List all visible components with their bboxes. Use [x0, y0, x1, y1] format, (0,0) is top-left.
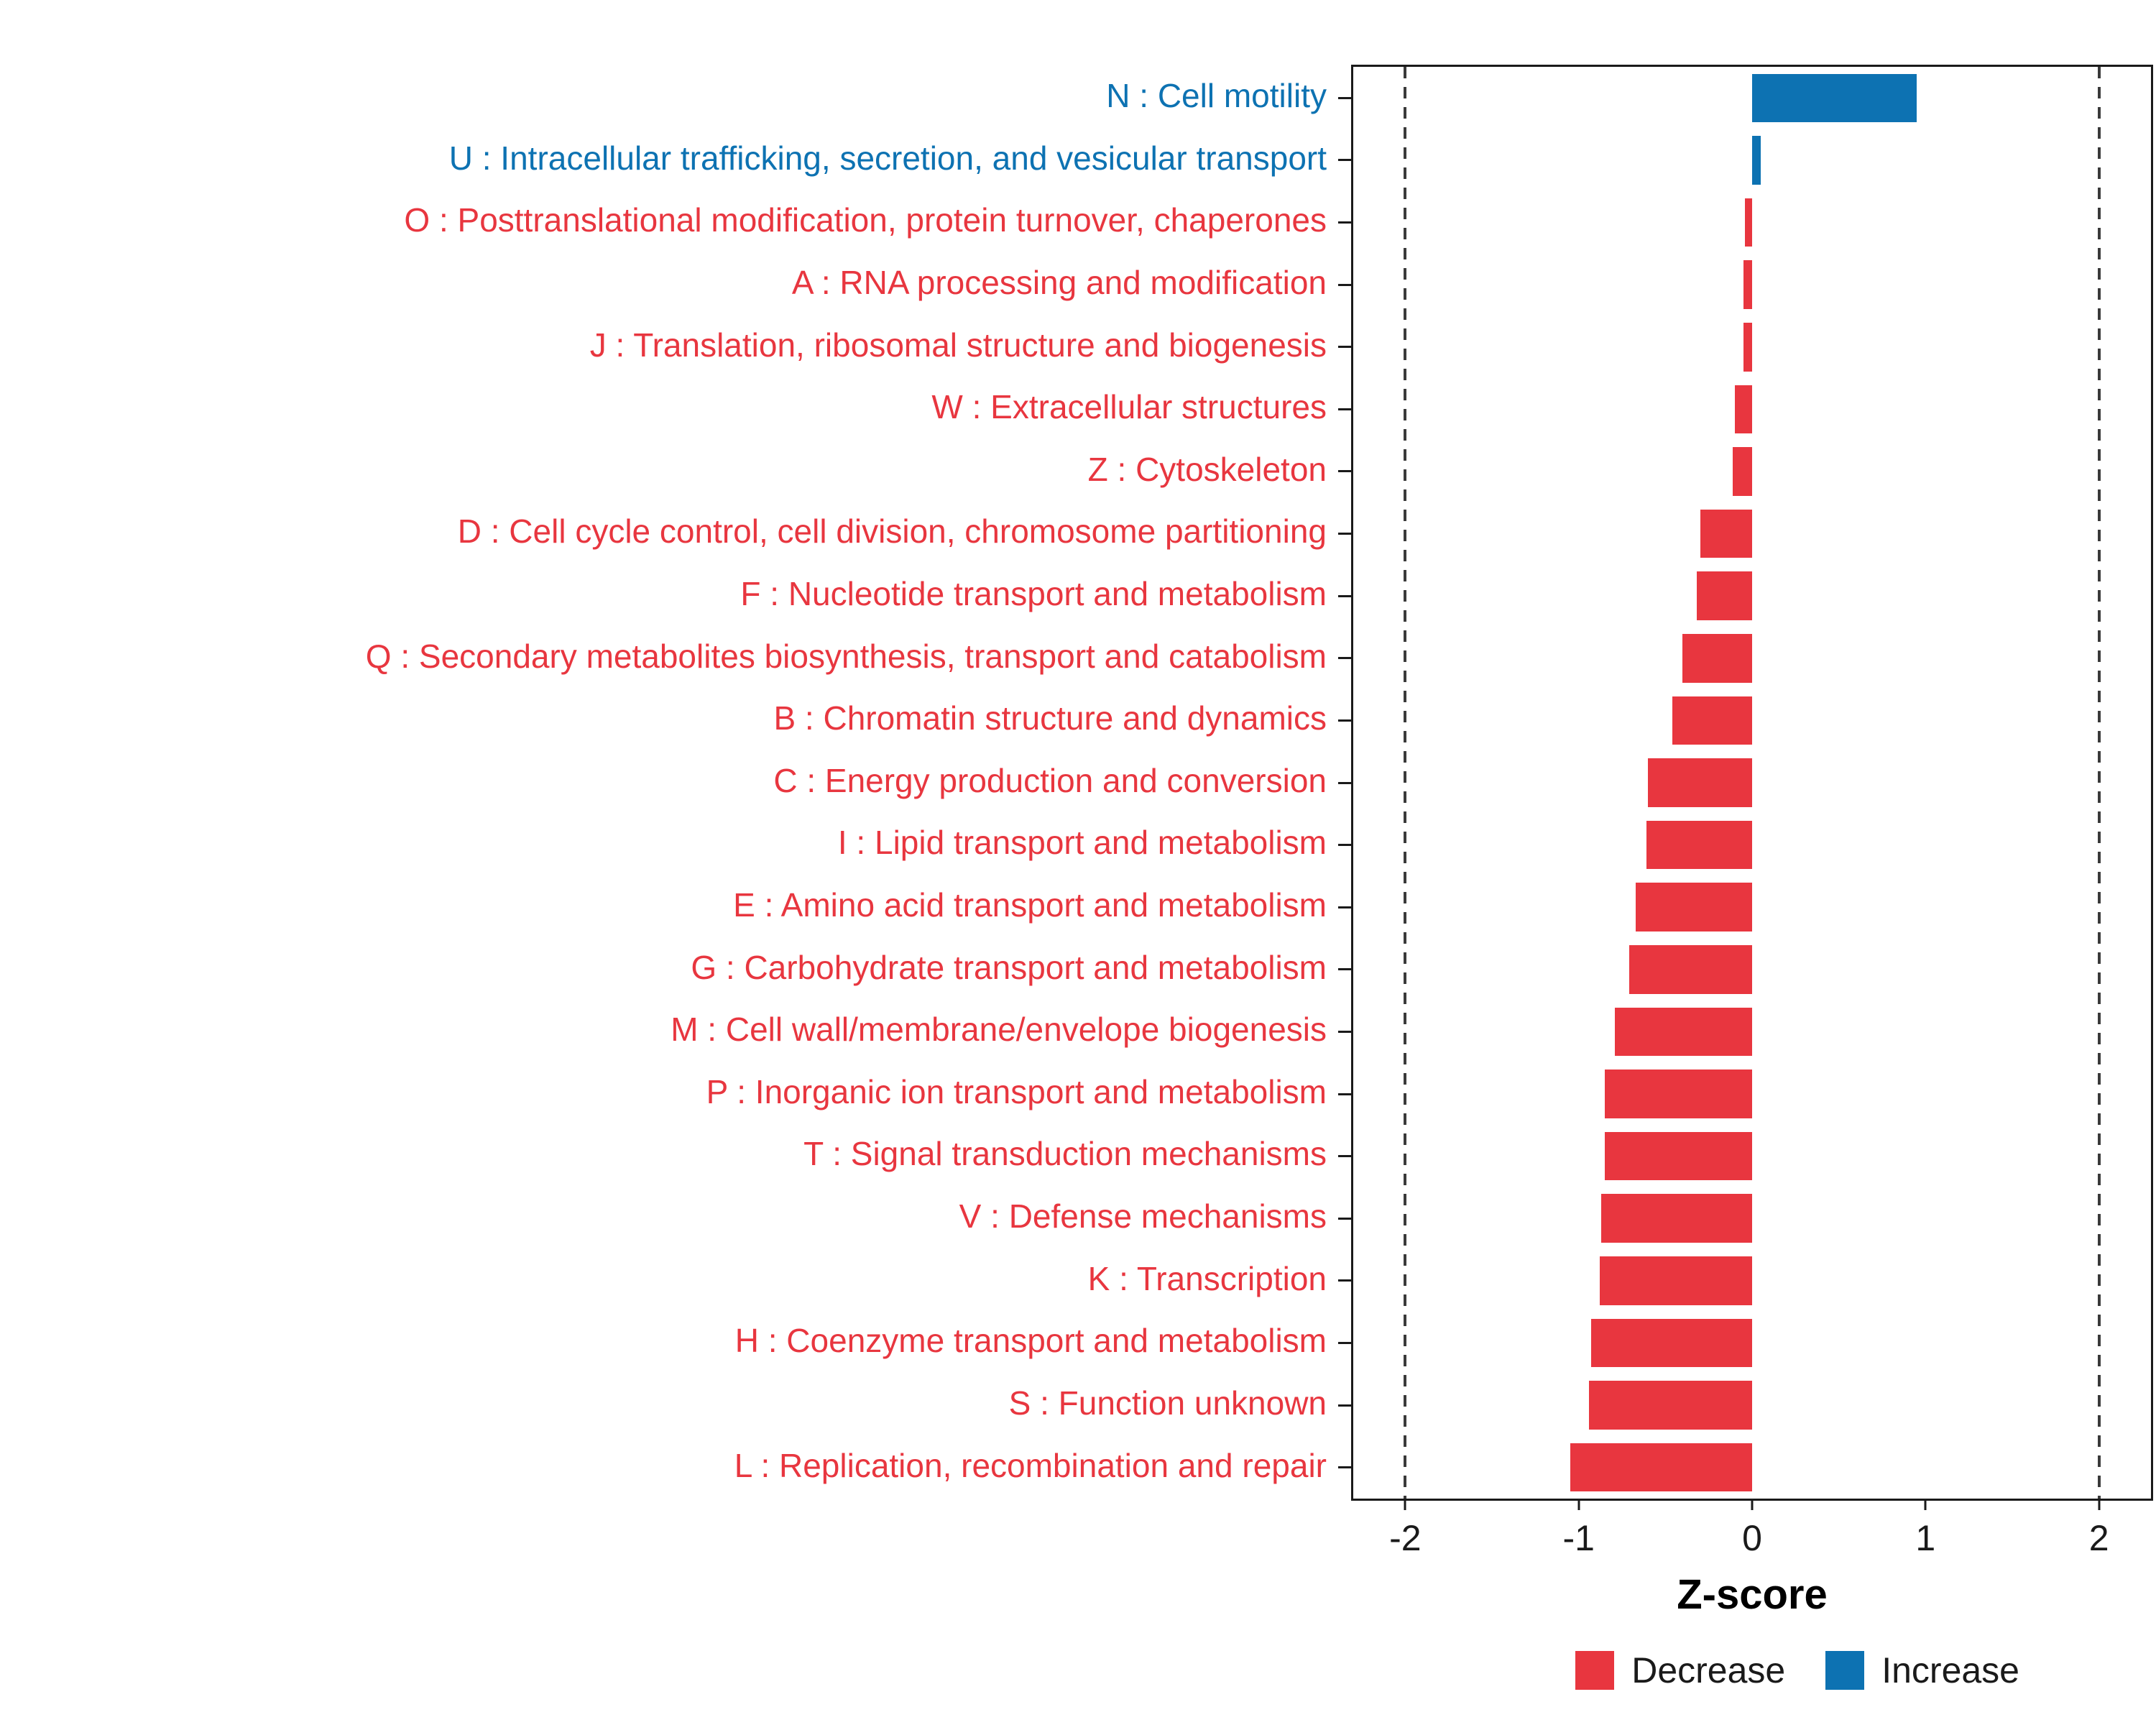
y-axis-tick [1338, 1030, 1351, 1033]
bar-a [1743, 260, 1752, 309]
category-label-i: I : Lipid transport and metabolism [837, 824, 1327, 862]
y-axis-tick [1338, 1404, 1351, 1407]
y-axis-tick [1338, 844, 1351, 847]
category-label-j: J : Translation, ribosomal structure and… [589, 326, 1327, 364]
category-label-b: B : Chromatin structure and dynamics [773, 699, 1327, 737]
bar-v [1601, 1194, 1752, 1243]
y-axis-tick [1338, 470, 1351, 473]
category-label-w: W : Extracellular structures [931, 388, 1327, 426]
x-axis-tick [2098, 1499, 2101, 1510]
category-label-p: P : Inorganic ion transport and metaboli… [706, 1072, 1327, 1110]
bar-i [1646, 820, 1752, 870]
category-label-d: D : Cell cycle control, cell division, c… [457, 512, 1327, 551]
category-label-n: N : Cell motility [1106, 77, 1327, 115]
bar-w [1734, 385, 1752, 434]
x-axis-tick [1577, 1499, 1580, 1510]
y-axis-tick [1338, 533, 1351, 535]
x-axis-tick [1924, 1499, 1927, 1510]
increase-legend-swatch [1825, 1651, 1865, 1690]
bar-l [1570, 1443, 1752, 1492]
x-axis-tick-label: -1 [1562, 1518, 1595, 1558]
category-label-t: T : Signal transduction mechanisms [803, 1135, 1327, 1173]
bar-z [1733, 447, 1752, 496]
category-label-s: S : Function unknown [1008, 1384, 1327, 1422]
category-label-k: K : Transcription [1087, 1259, 1327, 1297]
category-label-u: U : Intracellular trafficking, secretion… [448, 139, 1327, 177]
y-axis-tick [1338, 1466, 1351, 1469]
bar-d [1700, 509, 1752, 558]
bar-e [1636, 883, 1752, 932]
x-axis-tick-label: -2 [1389, 1518, 1422, 1558]
x-axis-tick [1751, 1499, 1754, 1510]
bar-o [1745, 198, 1752, 247]
y-axis-tick [1338, 781, 1351, 784]
category-label-v: V : Defense mechanisms [959, 1197, 1327, 1236]
y-axis-tick [1338, 1279, 1351, 1282]
bar-n [1752, 73, 1917, 123]
legend-item-increase: Increase [1825, 1650, 2019, 1691]
category-label-z: Z : Cytoskeleton [1087, 450, 1327, 488]
bar-p [1604, 1070, 1752, 1118]
category-label-o: O : Posttranslational modification, prot… [404, 201, 1327, 239]
bar-m [1615, 1007, 1752, 1057]
bar-g [1628, 945, 1752, 994]
category-label-q: Q : Secondary metabolites biosynthesis, … [365, 637, 1327, 675]
y-axis-tick [1338, 1217, 1351, 1220]
y-axis-tick [1338, 719, 1351, 722]
bar-k [1599, 1256, 1752, 1305]
y-axis-tick [1338, 657, 1351, 660]
reference-line-2 [2097, 67, 2101, 1499]
y-axis-tick [1338, 968, 1351, 971]
x-axis-tick-label: 2 [2088, 1518, 2109, 1558]
legend-item-decrease: Decrease [1575, 1650, 1785, 1691]
category-label-m: M : Cell wall/membrane/envelope biogenes… [671, 1011, 1327, 1049]
category-label-c: C : Energy production and conversion [773, 761, 1327, 799]
bar-c [1648, 758, 1752, 807]
bar-b [1672, 696, 1752, 745]
y-axis-labels: N : Cell motility U : Intracellular traff… [0, 65, 1327, 1501]
bar-h [1590, 1318, 1752, 1368]
y-axis-tick [1338, 1155, 1351, 1158]
bar-f [1696, 571, 1752, 620]
decrease-legend-swatch [1575, 1651, 1615, 1690]
y-axis-tick [1338, 408, 1351, 410]
y-axis-tick [1338, 96, 1351, 99]
category-label-h: H : Coenzyme transport and metabolism [734, 1322, 1327, 1360]
category-label-a: A : RNA processing and modification [791, 263, 1327, 301]
reference-line--2 [1404, 67, 1407, 1499]
bar-u [1752, 136, 1761, 185]
x-axis-tick-label: 1 [1915, 1518, 1936, 1558]
y-axis-tick [1338, 1341, 1351, 1344]
y-axis-tick [1338, 594, 1351, 597]
x-axis-title: Z-score [1677, 1571, 1828, 1618]
legend-label-increase: Increase [1881, 1650, 2019, 1690]
bar-j [1743, 322, 1752, 372]
y-axis-tick [1338, 283, 1351, 286]
bar-s [1589, 1381, 1752, 1430]
category-label-g: G : Carbohydrate transport and metabolis… [691, 948, 1327, 986]
legend-label-decrease: Decrease [1631, 1650, 1786, 1690]
plot-panel: -2 -1 0 1 2 [1338, 65, 2153, 1558]
category-label-l: L : Replication, recombination and repai… [734, 1446, 1327, 1484]
x-axis-tick [1404, 1499, 1406, 1510]
y-axis-tick [1338, 1092, 1351, 1095]
y-axis-tick [1338, 159, 1351, 162]
x-axis-tick-label: 0 [1742, 1518, 1762, 1558]
legend: Decrease Increase [1575, 1650, 2019, 1691]
category-label-e: E : Amino acid transport and metabolism [733, 886, 1327, 924]
bar-t [1604, 1131, 1752, 1181]
y-axis-tick [1338, 346, 1351, 349]
y-axis-tick [1338, 906, 1351, 908]
category-label-f: F : Nucleotide transport and metabolism [740, 575, 1327, 612]
bar-q [1682, 634, 1752, 683]
y-axis-tick [1338, 221, 1351, 224]
